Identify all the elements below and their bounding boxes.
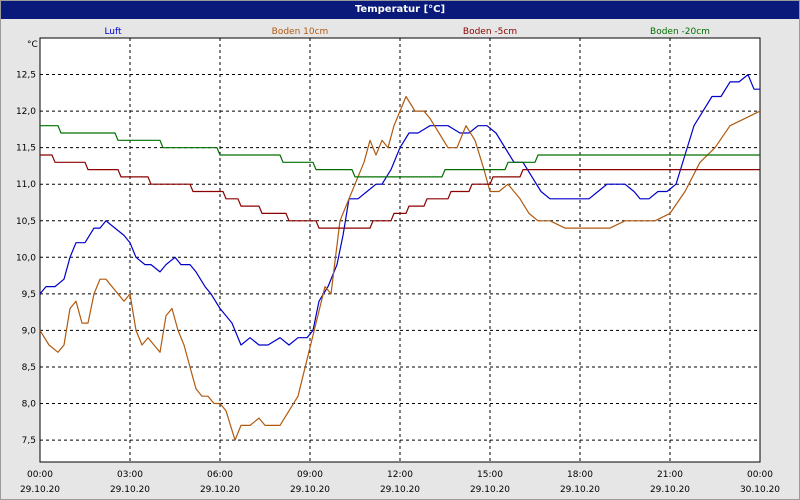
- x-tick-date-label: 29.10.20: [20, 485, 60, 495]
- x-tick-time-label: 21:00: [657, 470, 683, 480]
- y-tick-label: 11,0: [16, 180, 36, 190]
- x-tick-date-label: 29.10.20: [380, 485, 420, 495]
- x-tick-time-label: 15:00: [477, 470, 503, 480]
- y-tick-label: 11,5: [16, 144, 36, 154]
- x-tick-date-label: 29.10.20: [290, 485, 330, 495]
- axis-labels: 7,5 8,0 8,5 9,0 9,5 10,0 10,5 11,0 11,5 12,0 12,5 0…: [16, 71, 780, 495]
- x-tick-date-label: 29.10.20: [650, 485, 690, 495]
- legend-entry: Boden 10cm: [272, 27, 329, 37]
- y-tick-label: 8,0: [22, 400, 37, 410]
- y-tick-label: 9,0: [22, 326, 37, 336]
- x-tick-time-label: 18:00: [567, 470, 593, 480]
- chart-title: Temperatur [°C]: [1, 1, 799, 19]
- series-layer: [39, 73, 761, 441]
- x-tick-time-label: 12:00: [387, 470, 413, 480]
- x-tick-time-label: 00:00: [747, 470, 773, 480]
- y-tick-label: 12,5: [16, 71, 36, 81]
- y-tick-label: 7,5: [22, 436, 36, 446]
- y-tick-label: 10,5: [16, 217, 36, 227]
- series-line-boden-10cm: [39, 95, 761, 441]
- x-tick-date-label: 29.10.20: [560, 485, 600, 495]
- x-tick-time-label: 09:00: [297, 470, 323, 480]
- legend-entry: Boden -5cm: [463, 27, 517, 37]
- y-tick-label: 9,5: [22, 290, 36, 300]
- y-tick-label: 12,0: [16, 107, 36, 117]
- x-tick-time-label: 00:00: [27, 470, 53, 480]
- legend: Luft Boden 10cm Boden -5cm Boden -20cm: [104, 27, 710, 37]
- y-tick-label: 10,0: [16, 253, 36, 263]
- y-axis-unit-label: °C: [27, 40, 38, 50]
- x-tick-date-label: 29.10.20: [200, 485, 240, 495]
- legend-entry: Luft: [104, 27, 122, 37]
- series-line-boden-20cm: [40, 125, 760, 178]
- x-tick-date-label: 29.10.20: [470, 485, 510, 495]
- x-tick-date-label: 30.10.20: [740, 485, 780, 495]
- legend-entry: Boden -20cm: [650, 27, 710, 37]
- series-line-boden-5cm: [40, 154, 760, 229]
- x-tick-time-label: 06:00: [207, 470, 233, 480]
- y-tick-label: 8,5: [22, 363, 36, 373]
- x-tick-time-label: 03:00: [117, 470, 143, 480]
- x-tick-date-label: 29.10.20: [110, 485, 150, 495]
- series-line-luft: [39, 73, 760, 346]
